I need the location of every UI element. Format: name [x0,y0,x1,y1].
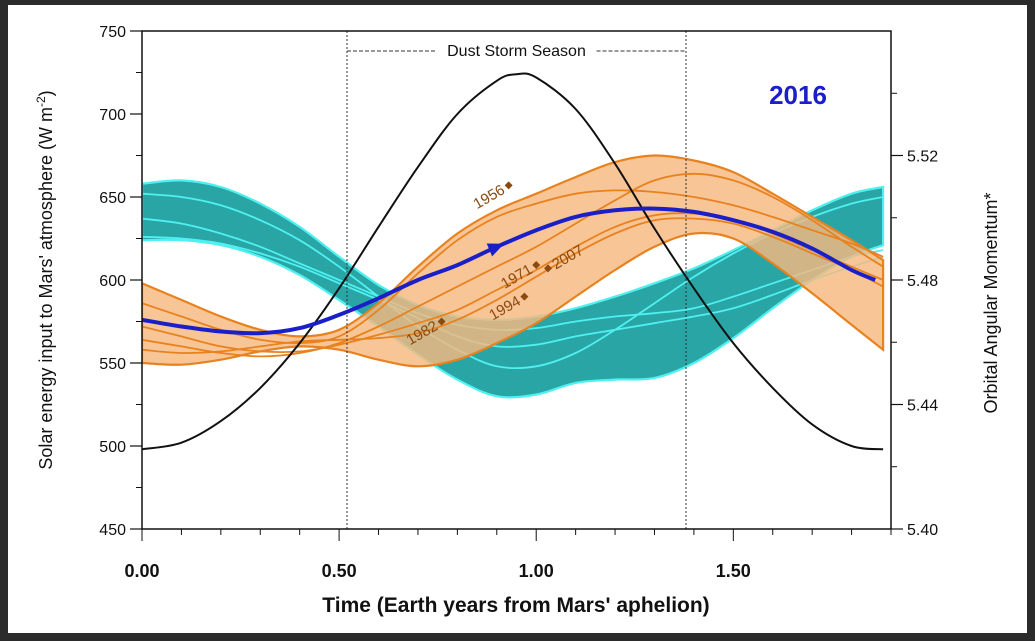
y-left-tick-label: 700 [99,107,126,124]
x-tick-label: 1.00 [519,561,554,581]
x-tick-label: 0.00 [124,561,159,581]
y-left-tick-label: 550 [99,356,126,373]
orange-band-line-1 [142,189,884,345]
dust-season-label: Dust Storm Season [447,43,586,60]
year-marker-1971 [532,261,541,270]
y-axis-right-title: Orbital Angular Momentum* [981,192,1001,413]
y-left-tick-label: 600 [99,273,126,290]
year-marker-2007 [544,264,553,273]
series-line-2016 [142,206,876,336]
x-axis-title: Time (Earth years from Mars' aphelion) [322,594,709,617]
x-tick-label: 0.50 [322,561,357,581]
y-axis-left-title-main: Solar energy input to Mars' atmosphere (… [36,107,56,470]
year-marker-1956 [504,181,513,190]
y-right-tick-label: 5.52 [907,149,938,166]
y-right-tick-label: 5.48 [907,273,938,290]
y-axis-left-title-close: ) [36,90,56,96]
x-tick-label: 1.50 [716,561,751,581]
series-2016-arrowhead [486,243,505,257]
y-right-tick-label: 5.44 [907,398,938,415]
y-right-tick-label: 5.40 [907,522,938,539]
year-marker-1982 [437,317,446,326]
orange-band-line-2 [142,172,884,358]
y-left-tick-label: 750 [99,24,126,41]
teal-band-line-3 [142,235,884,348]
y-axis-left-title: Solar energy input to Mars' atmosphere (… [34,90,56,469]
chart-frame: Dust Storm Season 1956 1971 2007 1994 1982 4… [8,5,1027,633]
y-left-tick-label: 450 [99,522,126,539]
year-marker-1994 [520,292,529,301]
chart-year-title: 2016 [769,80,827,110]
orange-band-line-4 [142,217,884,354]
y-axis-left-title-sup: -2 [34,96,48,107]
y-left-tick-label: 500 [99,439,126,456]
y-left-tick-label: 650 [99,190,126,207]
series-line-solar-energy [142,72,884,451]
